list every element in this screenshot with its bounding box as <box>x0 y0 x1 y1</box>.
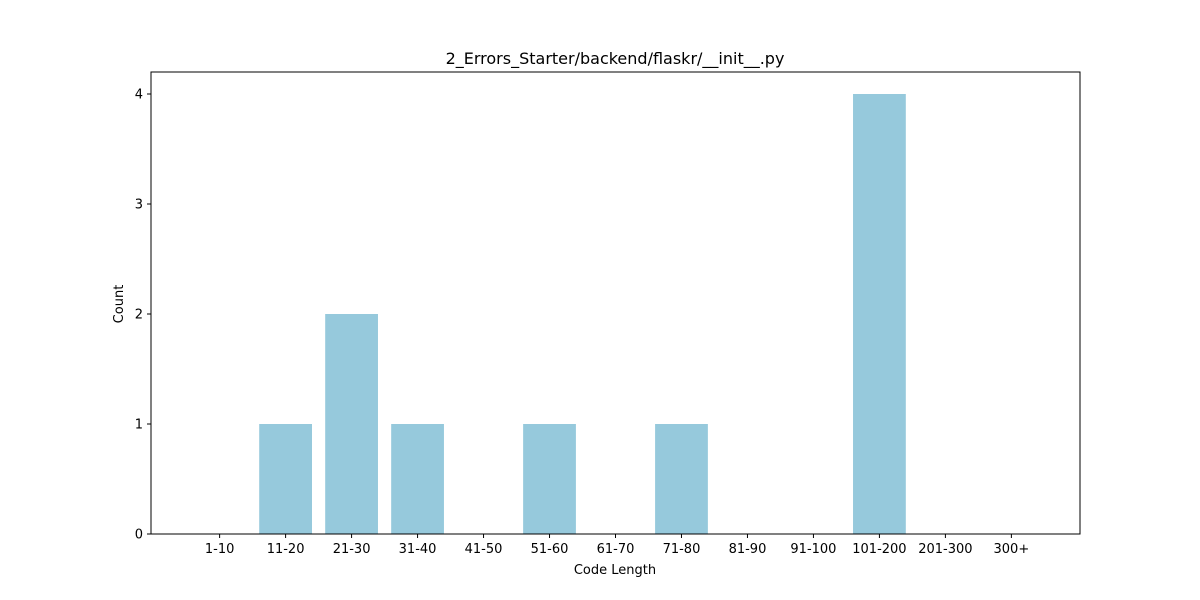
bar-21-30 <box>325 314 378 534</box>
bar-31-40 <box>391 424 444 534</box>
x-axis-label: Code Length <box>574 563 656 578</box>
x-axis-ticks: 1-10 11-20 21-30 31-40 41-50 51-60 61-70 71-80 8… <box>205 534 1029 557</box>
y-tick-label: 2 <box>135 308 143 323</box>
y-axis-label: Count <box>112 285 127 324</box>
x-tick-label: 101-200 <box>852 542 906 557</box>
x-tick-label: 21-30 <box>333 542 371 557</box>
x-tick-label: 61-70 <box>597 542 635 557</box>
bar-11-20 <box>259 424 312 534</box>
x-tick-label: 41-50 <box>465 542 503 557</box>
x-tick-label: 11-20 <box>267 542 305 557</box>
bar-71-80 <box>655 424 708 534</box>
plot-frame <box>150 71 1081 535</box>
y-tick-label: 3 <box>135 198 143 213</box>
x-tick-label: 51-60 <box>531 542 569 557</box>
y-tick-label: 4 <box>135 88 143 103</box>
y-tick-label: 1 <box>135 418 143 433</box>
x-tick-label: 201-300 <box>918 542 972 557</box>
x-tick-label: 91-100 <box>790 542 836 557</box>
x-tick-label: 31-40 <box>399 542 437 557</box>
y-axis-ticks: 0 1 2 3 4 <box>135 88 151 543</box>
x-tick-label: 1-10 <box>205 542 235 557</box>
chart-title: 2_Errors_Starter/backend/flaskr/__init__… <box>446 49 785 69</box>
x-tick-label: 300+ <box>994 542 1030 557</box>
bar-51-60 <box>523 424 576 534</box>
bar-101-200 <box>853 94 906 534</box>
x-tick-label: 81-90 <box>729 542 767 557</box>
x-tick-label: 71-80 <box>663 542 701 557</box>
bars-layer <box>259 94 906 534</box>
y-tick-label: 0 <box>135 528 143 543</box>
